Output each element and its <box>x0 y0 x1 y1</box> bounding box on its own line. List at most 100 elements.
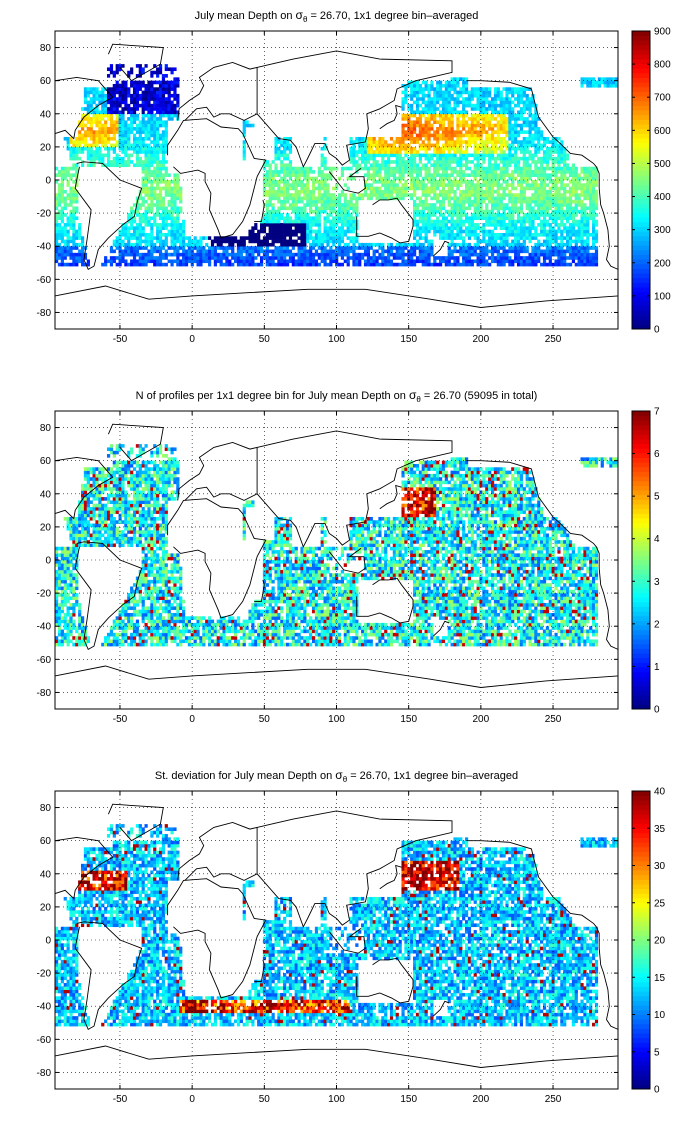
heatmap-cell <box>436 160 439 164</box>
heatmap-cell <box>482 94 485 98</box>
heatmap-cell <box>306 226 309 230</box>
heatmap-cell <box>511 230 514 234</box>
heatmap-cell <box>124 250 127 254</box>
heatmap-cell <box>292 220 295 224</box>
heatmap-cell <box>188 259 191 263</box>
heatmap-cell <box>488 220 491 224</box>
heatmap-cell <box>150 157 153 161</box>
heatmap-cell <box>269 183 272 187</box>
heatmap-cell <box>416 223 419 227</box>
heatmap-cell <box>145 206 148 210</box>
heatmap-cell <box>419 147 422 151</box>
heatmap-cell <box>448 246 451 250</box>
heatmap-cell <box>150 226 153 230</box>
heatmap-cell <box>482 216 485 220</box>
heatmap-cell <box>170 226 173 230</box>
heatmap-cell <box>176 210 179 214</box>
heatmap-cell <box>355 137 358 141</box>
heatmap-cell <box>153 187 156 191</box>
heatmap-cell <box>280 243 283 247</box>
heatmap-cell <box>130 236 133 240</box>
heatmap-cell <box>318 220 321 224</box>
heatmap-cell <box>439 233 442 237</box>
heatmap-cell <box>448 256 451 260</box>
heatmap-cell <box>410 193 413 197</box>
heatmap-cell <box>465 220 468 224</box>
heatmap-cell <box>303 259 306 263</box>
heatmap-cell <box>367 173 370 177</box>
heatmap-cell <box>529 220 532 224</box>
heatmap-cell <box>503 120 506 124</box>
heatmap-cell <box>72 246 75 250</box>
heatmap-cell <box>98 140 101 144</box>
heatmap-cell <box>121 64 124 68</box>
heatmap-cell <box>257 263 260 267</box>
heatmap-cell <box>280 216 283 220</box>
heatmap-cell <box>254 250 257 254</box>
heatmap-cell <box>295 187 298 191</box>
heatmap-cell <box>269 170 272 174</box>
heatmap-cell <box>67 230 70 234</box>
heatmap-cell <box>537 167 540 171</box>
heatmap-cell <box>136 91 139 95</box>
heatmap-cell <box>517 130 520 134</box>
heatmap-cell <box>468 180 471 184</box>
heatmap-cell <box>425 84 428 88</box>
heatmap-cell <box>442 157 445 161</box>
heatmap-cell <box>139 213 142 217</box>
heatmap-cell <box>511 91 514 95</box>
heatmap-cell <box>153 137 156 141</box>
heatmap-cell <box>277 190 280 194</box>
heatmap-cell <box>410 94 413 98</box>
heatmap-cell <box>370 256 373 260</box>
heatmap-cell <box>58 187 61 191</box>
heatmap-cell <box>419 216 422 220</box>
heatmap-cell <box>300 200 303 204</box>
heatmap-cell <box>485 246 488 250</box>
heatmap-cell <box>338 246 341 250</box>
heatmap-cell <box>482 226 485 230</box>
heatmap-cell <box>401 256 404 260</box>
heatmap-cell <box>442 183 445 187</box>
heatmap-cell <box>61 183 64 187</box>
heatmap-cell <box>517 97 520 101</box>
heatmap-cell <box>136 246 139 250</box>
heatmap-cell <box>153 150 156 154</box>
heatmap-cell <box>427 154 430 158</box>
heatmap-cell <box>266 200 269 204</box>
heatmap-cell <box>248 253 251 257</box>
heatmap-cell <box>352 253 355 257</box>
heatmap-cell <box>451 263 454 267</box>
heatmap-cell <box>136 114 139 118</box>
heatmap-cell <box>465 101 468 105</box>
heatmap-cell <box>300 250 303 254</box>
heatmap-cell <box>526 246 529 250</box>
heatmap-cell <box>540 220 543 224</box>
heatmap-cell <box>433 130 436 134</box>
heatmap-cell <box>326 240 329 244</box>
heatmap-cell <box>153 203 156 207</box>
heatmap-cell <box>471 170 474 174</box>
heatmap-cell <box>488 150 491 154</box>
heatmap-cell <box>355 203 358 207</box>
heatmap-cell <box>124 163 127 167</box>
heatmap-cell <box>497 124 500 128</box>
heatmap-cell <box>274 147 277 151</box>
heatmap-cell <box>399 147 402 151</box>
heatmap-cell <box>113 127 116 131</box>
heatmap-cell <box>324 256 327 260</box>
heatmap-cell <box>352 250 355 254</box>
heatmap-cell <box>93 157 96 161</box>
heatmap-cell <box>139 130 142 134</box>
heatmap-cell <box>107 160 110 164</box>
heatmap-cell <box>494 124 497 128</box>
heatmap-cell <box>182 253 185 257</box>
heatmap-cell <box>277 246 280 250</box>
heatmap-cell <box>500 110 503 114</box>
heatmap-cell <box>364 250 367 254</box>
heatmap-cell <box>280 167 283 171</box>
heatmap-cell <box>381 250 384 254</box>
heatmap-cell <box>549 213 552 217</box>
heatmap-cell <box>349 140 352 144</box>
heatmap-cell <box>508 154 511 158</box>
